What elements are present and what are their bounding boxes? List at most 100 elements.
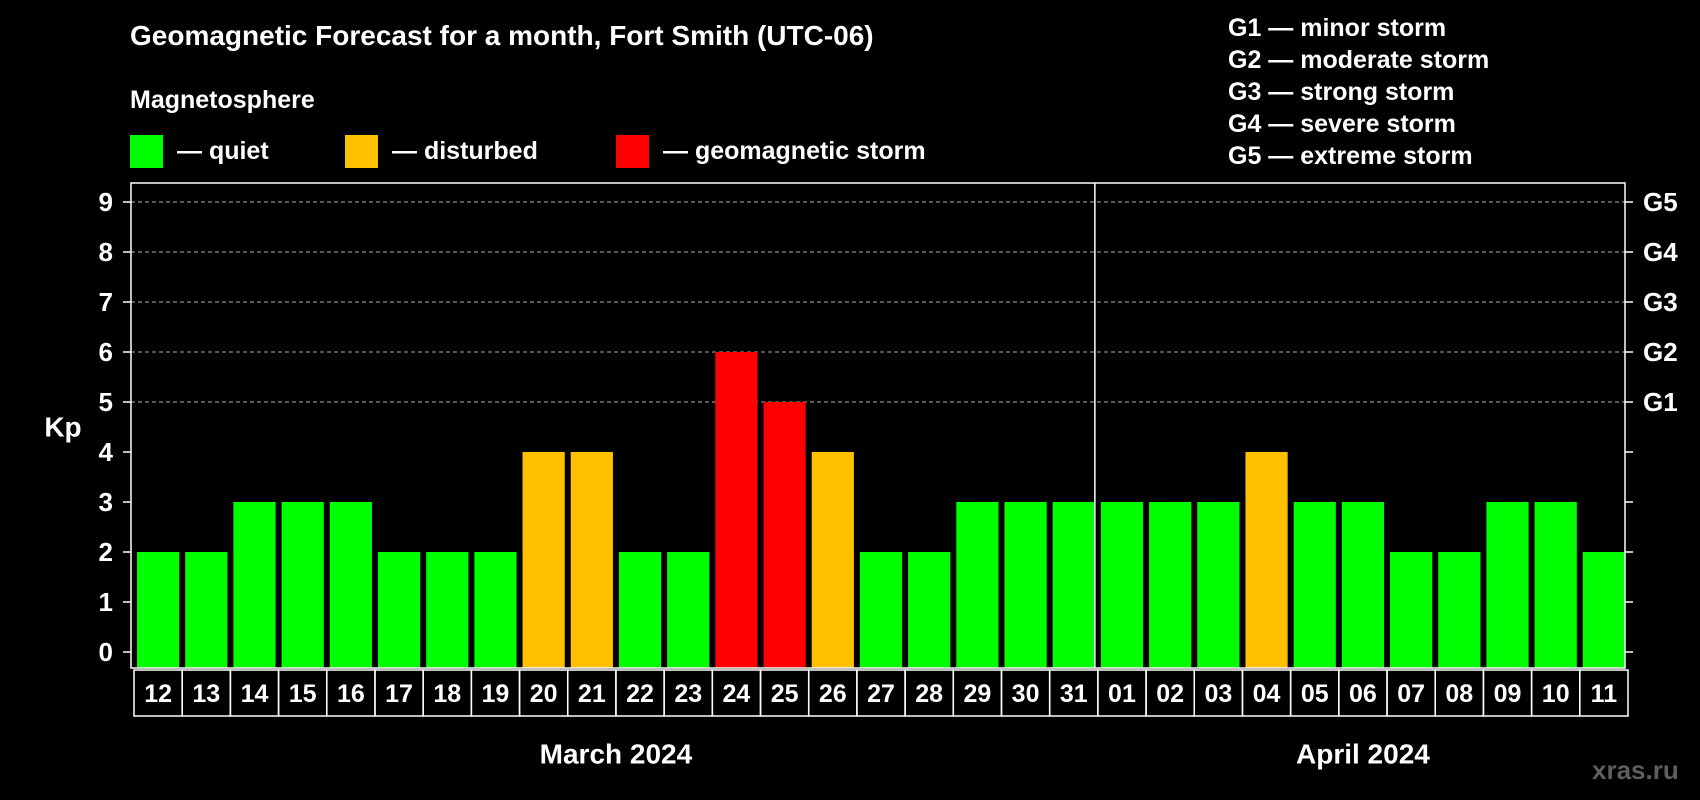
y-axis-label: Kp [44, 412, 81, 443]
x-tick-label: 24 [723, 680, 751, 708]
bar [137, 552, 180, 668]
g-scale-legend: G1 — minor storm G2 — moderate storm G3 … [1228, 12, 1489, 172]
bar [1341, 502, 1385, 668]
x-cell [1579, 669, 1629, 717]
y-tick-label: 2 [99, 537, 113, 567]
bar [281, 502, 324, 668]
x-tick-label: 14 [241, 680, 269, 708]
x-tick-label: 03 [1204, 680, 1232, 708]
x-tick-label: 04 [1253, 680, 1281, 708]
x-tick-label: 12 [144, 680, 172, 708]
g-level-label: G3 [1643, 287, 1678, 317]
x-tick-label: 08 [1445, 680, 1473, 708]
bar [908, 552, 951, 668]
bar [570, 452, 613, 668]
x-tick-label: 20 [530, 680, 558, 708]
bar [1052, 502, 1095, 668]
x-tick-label: 31 [1060, 680, 1088, 708]
bar [1486, 502, 1529, 668]
bar [1245, 452, 1288, 668]
bar [522, 452, 565, 668]
legend-storm: — geomagnetic storm [616, 134, 926, 168]
x-tick-label: 02 [1156, 680, 1184, 708]
bar [1582, 552, 1625, 668]
x-tick-label: 23 [674, 680, 702, 708]
g-scale-g5: G5 — extreme storm [1228, 142, 1473, 170]
legend-disturbed-swatch [345, 134, 378, 168]
bar [1197, 502, 1240, 668]
x-tick-label: 05 [1301, 680, 1329, 708]
bar [426, 552, 469, 668]
chart-title: Geomagnetic Forecast for a month, Fort S… [130, 20, 874, 51]
x-tick-label: 15 [289, 680, 317, 708]
legend-storm-label: — geomagnetic storm [663, 136, 926, 165]
x-tick-label: 16 [337, 680, 365, 708]
x-tick-label: 18 [433, 680, 461, 708]
bar [1149, 502, 1192, 668]
x-tick-label: 21 [578, 680, 606, 708]
x-tick-label: 28 [915, 680, 943, 708]
bar [1390, 552, 1433, 668]
y-tick-label: 8 [99, 237, 113, 267]
x-tick-label: 27 [867, 680, 895, 708]
bar [1100, 502, 1144, 668]
y-tick-label: 3 [99, 487, 113, 517]
x-tick-label: 13 [192, 680, 220, 708]
g-scale-g1: G1 — minor storm [1228, 14, 1447, 42]
legend-disturbed-label: — disturbed [392, 136, 538, 165]
bar [474, 552, 517, 668]
y-tick-label: 7 [99, 287, 113, 317]
bar [377, 552, 421, 668]
x-tick-label: 26 [819, 680, 847, 708]
bar [185, 552, 228, 668]
legend-storm-swatch [616, 134, 649, 168]
bar [329, 502, 372, 668]
g-scale-g4: G4 — severe storm [1228, 110, 1456, 138]
x-tick-label: 25 [771, 680, 799, 708]
g-level-label: G1 [1643, 387, 1678, 417]
g-scale-g3: G3 — strong storm [1228, 78, 1455, 106]
x-tick-label: 19 [482, 680, 510, 708]
x-tick-label: 07 [1397, 680, 1425, 708]
bar [811, 452, 854, 668]
month-label: March 2024 [540, 739, 693, 770]
x-tick-label: 22 [626, 680, 654, 708]
bar [715, 352, 758, 668]
plot-frame [130, 182, 1626, 669]
bar [667, 552, 710, 668]
bar [1438, 552, 1481, 668]
watermark: xras.ru [1592, 755, 1679, 785]
legend-quiet-swatch [130, 134, 163, 168]
y-tick-label: 6 [99, 337, 113, 367]
y-tick-label: 4 [99, 437, 114, 467]
legend-quiet: — quiet [130, 134, 269, 168]
legend-disturbed: — disturbed [345, 134, 538, 168]
y-tick-label: 1 [99, 587, 113, 617]
month-label: April 2024 [1296, 739, 1430, 770]
bar [1534, 502, 1577, 668]
legend-quiet-label: — quiet [177, 136, 269, 165]
x-tick-label: 01 [1108, 680, 1136, 708]
bar [1293, 502, 1336, 668]
bar [763, 402, 806, 668]
x-tick-label: 09 [1494, 680, 1522, 708]
chart-subtitle: Magnetosphere [130, 86, 315, 114]
bar [618, 552, 662, 668]
g-level-label: G4 [1643, 237, 1678, 267]
x-tick-label: 10 [1542, 680, 1570, 708]
g-scale-g2: G2 — moderate storm [1228, 46, 1490, 74]
x-tick-label: 30 [1012, 680, 1040, 708]
y-tick-label: 0 [99, 637, 113, 667]
bar [859, 552, 903, 668]
x-tick-label: 29 [963, 680, 991, 708]
bar [956, 502, 999, 668]
bar [233, 502, 276, 668]
x-tick-label: 11 [1591, 680, 1618, 708]
y-tick-label: 5 [99, 387, 113, 417]
g-level-label: G5 [1643, 187, 1678, 217]
y-tick-label: 9 [99, 187, 113, 217]
g-level-label: G2 [1643, 337, 1678, 367]
x-tick-label: 06 [1349, 680, 1377, 708]
x-tick-label: 17 [385, 680, 413, 708]
